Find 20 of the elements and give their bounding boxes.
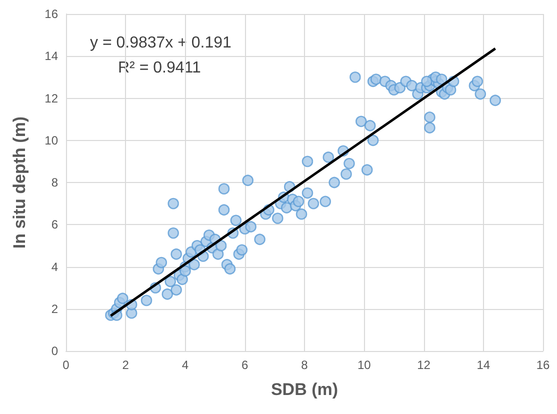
y-tick-label: 4	[51, 260, 58, 274]
x-tick-label: 14	[476, 358, 490, 372]
x-tick-label: 16	[536, 358, 550, 372]
y-tick-label: 8	[51, 176, 58, 190]
x-tick-label: 2	[122, 358, 130, 372]
x-tick-label: 4	[182, 358, 189, 372]
y-tick-label: 16	[44, 7, 58, 21]
x-tick-label: 10	[357, 358, 372, 372]
y-tick-label: 0	[51, 344, 58, 358]
x-tick-label: 12	[417, 358, 431, 372]
y-tick-label: 12	[44, 91, 58, 106]
x-axis-title: SDB (m)	[270, 380, 338, 399]
y-tick-label: 14	[44, 49, 58, 64]
x-tick-label: 0	[62, 358, 70, 372]
x-tick-label: 8	[301, 358, 308, 372]
y-axis-title: In situ depth (m)	[10, 116, 29, 249]
y-tick-label: 2	[51, 302, 58, 316]
y-tick-label: 6	[51, 218, 58, 232]
x-tick-label: 6	[242, 358, 249, 372]
y-tick-label: 10	[44, 133, 58, 148]
